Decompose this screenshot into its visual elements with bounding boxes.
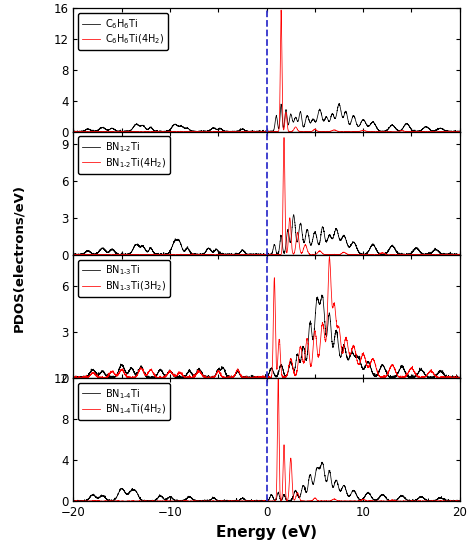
$\mathrm{BN_{1\text{-}4}Ti}$ — [244, 497, 249, 503]
$\mathrm{BN_{1\text{-}4}Ti(4H_2)}$ — [160, 498, 166, 505]
$\mathrm{BN_{1\text{-}3}Ti(3H_2)}$ — [216, 368, 222, 375]
Text: PDOS(electrons/eV): PDOS(electrons/eV) — [12, 184, 25, 332]
$\mathrm{BN_{1\text{-}4}Ti}$ — [160, 495, 166, 502]
$\mathrm{BN_{1\text{-}3}Ti(3H_2)}$ — [164, 371, 170, 377]
$\mathrm{BN_{1\text{-}2}Ti(4H_2)}$ — [281, 134, 287, 141]
$\mathrm{C_6H_6Ti(4H_2)}$ — [216, 128, 222, 135]
$\mathrm{BN_{1\text{-}2}Ti(4H_2)}$ — [71, 251, 76, 258]
$\mathrm{C_6H_6Ti}$ — [160, 128, 166, 134]
$\mathrm{BN_{1\text{-}2}Ti(4H_2)}$ — [160, 251, 166, 258]
$\mathrm{BN_{1\text{-}3}Ti}$ — [454, 375, 460, 381]
$\mathrm{BN_{1\text{-}2}Ti(4H_2)}$ — [216, 251, 222, 258]
$\mathrm{BN_{1\text{-}4}Ti}$ — [71, 497, 76, 504]
$\mathrm{BN_{1\text{-}2}Ti}$ — [160, 251, 166, 258]
X-axis label: Energy (eV): Energy (eV) — [216, 525, 317, 540]
$\mathrm{C_6H_6Ti}$ — [163, 128, 168, 134]
$\mathrm{BN_{1\text{-}3}Ti(3H_2)}$ — [454, 374, 460, 381]
Legend: $\mathrm{BN_{1\text{-}4}Ti}$, $\mathrm{BN_{1\text{-}4}Ti(4H_2)}$: $\mathrm{BN_{1\text{-}4}Ti}$, $\mathrm{B… — [78, 383, 170, 420]
$\mathrm{C_6H_6Ti}$ — [71, 128, 76, 135]
$\mathrm{BN_{1\text{-}4}Ti(4H_2)}$ — [163, 497, 168, 504]
Line: $\mathrm{BN_{1\text{-}3}Ti(3H_2)}$: $\mathrm{BN_{1\text{-}3}Ti(3H_2)}$ — [73, 256, 460, 378]
$\mathrm{BN_{1\text{-}3}Ti(3H_2)}$ — [163, 372, 168, 379]
$\mathrm{BN_{1\text{-}3}Ti}$ — [457, 375, 463, 381]
$\mathrm{BN_{1\text{-}2}Ti(4H_2)}$ — [454, 251, 460, 258]
$\mathrm{C_6H_6Ti(4H_2)}$ — [164, 128, 170, 135]
$\mathrm{C_6H_6Ti(4H_2)}$ — [163, 128, 168, 135]
$\mathrm{BN_{1\text{-}2}Ti(4H_2)}$ — [163, 251, 168, 258]
$\mathrm{C_6H_6Ti}$ — [454, 128, 460, 135]
$\mathrm{BN_{1\text{-}2}Ti}$ — [291, 211, 297, 218]
Line: $\mathrm{BN_{1\text{-}2}Ti}$: $\mathrm{BN_{1\text{-}2}Ti}$ — [73, 214, 460, 255]
$\mathrm{BN_{1\text{-}3}Ti(3H_2)}$ — [71, 375, 76, 381]
$\mathrm{BN_{1\text{-}2}Ti}$ — [164, 251, 170, 258]
Line: $\mathrm{BN_{1\text{-}2}Ti(4H_2)}$: $\mathrm{BN_{1\text{-}2}Ti(4H_2)}$ — [73, 138, 460, 255]
$\mathrm{BN_{1\text{-}3}Ti}$ — [163, 372, 168, 379]
$\mathrm{BN_{1\text{-}2}Ti}$ — [450, 251, 456, 258]
$\mathrm{BN_{1\text{-}3}Ti(3H_2)}$ — [457, 375, 463, 381]
$\mathrm{BN_{1\text{-}3}Ti}$ — [319, 292, 325, 298]
Line: $\mathrm{C_6H_6Ti}$: $\mathrm{C_6H_6Ti}$ — [73, 104, 460, 132]
Legend: $\mathrm{BN_{1\text{-}3}Ti}$, $\mathrm{BN_{1\text{-}3}Ti(3H_2)}$: $\mathrm{BN_{1\text{-}3}Ti}$, $\mathrm{B… — [78, 260, 170, 297]
$\mathrm{BN_{1\text{-}3}Ti}$ — [216, 365, 222, 372]
$\mathrm{BN_{1\text{-}4}Ti}$ — [163, 497, 168, 503]
$\mathrm{C_6H_6Ti}$ — [457, 128, 463, 135]
Legend: $\mathrm{C_6H_6Ti}$, $\mathrm{C_6H_6Ti(4H_2)}$: $\mathrm{C_6H_6Ti}$, $\mathrm{C_6H_6Ti(4… — [78, 13, 168, 50]
Line: $\mathrm{BN_{1\text{-}3}Ti}$: $\mathrm{BN_{1\text{-}3}Ti}$ — [73, 295, 460, 378]
$\mathrm{BN_{1\text{-}4}Ti}$ — [454, 497, 460, 504]
$\mathrm{BN_{1\text{-}4}Ti(4H_2)}$ — [454, 498, 460, 505]
$\mathrm{BN_{1\text{-}4}Ti}$ — [319, 459, 325, 465]
$\mathrm{BN_{1\text{-}4}Ti(4H_2)}$ — [164, 498, 170, 505]
$\mathrm{BN_{1\text{-}3}Ti(3H_2)}$ — [244, 375, 249, 381]
$\mathrm{BN_{1\text{-}2}Ti(4H_2)}$ — [457, 251, 463, 258]
$\mathrm{BN_{1\text{-}4}Ti(4H_2)}$ — [71, 498, 76, 505]
$\mathrm{BN_{1\text{-}2}Ti(4H_2)}$ — [244, 251, 249, 258]
$\mathrm{BN_{1\text{-}3}Ti}$ — [244, 375, 249, 381]
$\mathrm{BN_{1\text{-}4}Ti}$ — [216, 497, 222, 504]
$\mathrm{BN_{1\text{-}4}Ti(4H_2)}$ — [275, 375, 281, 381]
$\mathrm{BN_{1\text{-}2}Ti}$ — [244, 250, 249, 257]
$\mathrm{BN_{1\text{-}3}Ti}$ — [164, 371, 170, 377]
$\mathrm{C_6H_6Ti(4H_2)}$ — [278, 7, 284, 13]
$\mathrm{BN_{1\text{-}2}Ti}$ — [163, 251, 168, 258]
$\mathrm{C_6H_6Ti}$ — [74, 128, 80, 135]
$\mathrm{BN_{1\text{-}2}Ti(4H_2)}$ — [164, 251, 170, 258]
$\mathrm{BN_{1\text{-}4}Ti(4H_2)}$ — [216, 498, 222, 505]
$\mathrm{BN_{1\text{-}2}Ti(4H_2)}$ — [157, 251, 163, 258]
$\mathrm{C_6H_6Ti(4H_2)}$ — [457, 128, 463, 135]
$\mathrm{C_6H_6Ti(4H_2)}$ — [71, 128, 76, 135]
Line: $\mathrm{BN_{1\text{-}4}Ti}$: $\mathrm{BN_{1\text{-}4}Ti}$ — [73, 462, 460, 501]
$\mathrm{C_6H_6Ti(4H_2)}$ — [244, 128, 249, 135]
$\mathrm{BN_{1\text{-}2}Ti}$ — [454, 251, 460, 258]
$\mathrm{BN_{1\text{-}2}Ti}$ — [71, 251, 76, 258]
$\mathrm{BN_{1\text{-}3}Ti}$ — [254, 375, 260, 381]
$\mathrm{C_6H_6Ti}$ — [337, 100, 342, 107]
$\mathrm{C_6H_6Ti(4H_2)}$ — [232, 128, 237, 135]
$\mathrm{BN_{1\text{-}4}Ti(4H_2)}$ — [303, 498, 309, 505]
$\mathrm{BN_{1\text{-}4}Ti(4H_2)}$ — [457, 498, 463, 505]
$\mathrm{C_6H_6Ti}$ — [216, 125, 222, 132]
Line: $\mathrm{C_6H_6Ti(4H_2)}$: $\mathrm{C_6H_6Ti(4H_2)}$ — [73, 10, 460, 132]
$\mathrm{BN_{1\text{-}3}Ti}$ — [71, 375, 76, 381]
Line: $\mathrm{BN_{1\text{-}4}Ti(4H_2)}$: $\mathrm{BN_{1\text{-}4}Ti(4H_2)}$ — [73, 378, 460, 501]
$\mathrm{BN_{1\text{-}3}Ti}$ — [160, 370, 166, 377]
$\mathrm{BN_{1\text{-}4}Ti}$ — [73, 498, 79, 505]
Legend: $\mathrm{BN_{1\text{-}2}Ti}$, $\mathrm{BN_{1\text{-}2}Ti(4H_2)}$: $\mathrm{BN_{1\text{-}2}Ti}$, $\mathrm{B… — [78, 137, 170, 174]
$\mathrm{BN_{1\text{-}3}Ti(3H_2)}$ — [246, 375, 252, 381]
$\mathrm{BN_{1\text{-}3}Ti(3H_2)}$ — [327, 253, 332, 260]
$\mathrm{C_6H_6Ti}$ — [164, 127, 170, 134]
$\mathrm{C_6H_6Ti}$ — [244, 128, 249, 134]
$\mathrm{BN_{1\text{-}4}Ti(4H_2)}$ — [244, 498, 249, 505]
$\mathrm{C_6H_6Ti(4H_2)}$ — [160, 128, 166, 135]
$\mathrm{BN_{1\text{-}2}Ti}$ — [216, 249, 222, 256]
$\mathrm{BN_{1\text{-}2}Ti}$ — [457, 251, 463, 258]
$\mathrm{BN_{1\text{-}4}Ti}$ — [164, 496, 170, 502]
$\mathrm{BN_{1\text{-}4}Ti}$ — [457, 497, 463, 504]
$\mathrm{BN_{1\text{-}3}Ti(3H_2)}$ — [160, 374, 166, 380]
$\mathrm{C_6H_6Ti(4H_2)}$ — [454, 128, 460, 135]
